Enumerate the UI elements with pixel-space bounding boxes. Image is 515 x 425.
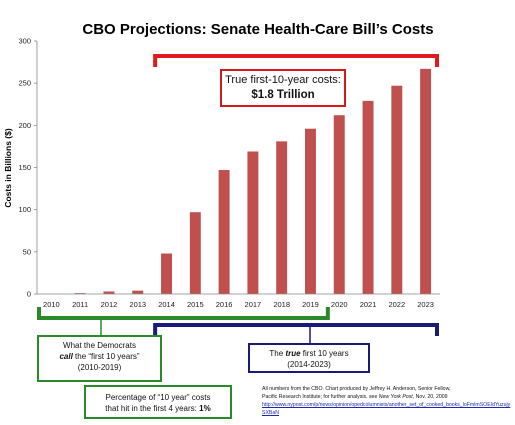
source-line2-end: , Nov. 20, 2009 — [412, 394, 448, 400]
source-line1: All numbers from the CBO. Chart produced… — [262, 386, 451, 392]
x-tick-label: 2020 — [331, 300, 348, 309]
x-tick-label: 2018 — [273, 300, 290, 309]
bar — [304, 128, 316, 294]
bar — [362, 100, 374, 294]
red-bracket — [153, 54, 439, 67]
true-word: true — [285, 349, 301, 358]
chart-title: CBO Projections: Senate Health-Care Bill… — [82, 21, 433, 38]
y-tick-label: 150 — [18, 163, 31, 172]
x-tick-label: 2015 — [187, 300, 204, 309]
x-tick-label: 2012 — [101, 300, 118, 309]
bar — [247, 151, 259, 294]
dem-line1: What the Democrats — [63, 341, 136, 350]
source-link[interactable]: http://www.nypost.com/p/news/opinion/ope… — [262, 402, 511, 416]
bar — [74, 293, 86, 294]
bar — [161, 253, 173, 294]
x-tick-label: 2022 — [388, 300, 405, 309]
green-bracket — [37, 307, 330, 320]
bar — [218, 170, 230, 294]
bar — [189, 212, 201, 294]
total-cost-callout: True first-10-year costs: $1.8 Trillion — [220, 69, 346, 107]
x-tick-label: 2016 — [216, 300, 233, 309]
dem-line3: (2010-2019) — [77, 363, 122, 372]
x-tick-label: 2013 — [129, 300, 146, 309]
democrats-years-box: What the Democrats call the “first 10 ye… — [37, 335, 162, 382]
source-line2: Pacific Research Institute; for further … — [262, 394, 379, 400]
y-tick-label: 50 — [23, 247, 31, 256]
x-tick-label: 2010 — [43, 300, 60, 309]
percentage-box: Percentage of “10 year” costs that hit i… — [84, 385, 232, 419]
x-tick-label: 2023 — [417, 300, 434, 309]
y-tick-label: 0 — [27, 290, 31, 299]
true-years-box: The true first 10 years (2014-2023) — [248, 343, 370, 373]
pct-line2: that hit in the first 4 years: — [105, 404, 200, 413]
x-tick-label: 2011 — [72, 300, 88, 309]
source-publication: New York Post — [378, 394, 413, 400]
x-tick-label: 2017 — [245, 300, 262, 309]
y-tick-label: 250 — [18, 79, 31, 88]
x-tick-label: 2019 — [302, 300, 319, 309]
true-rest: first 10 years — [300, 349, 349, 358]
y-axis-label: Costs in Billions ($) — [3, 128, 13, 208]
y-tick-label: 100 — [18, 205, 31, 214]
x-tick-label: 2014 — [158, 300, 175, 309]
source-note: All numbers from the CBO. Chart produced… — [262, 385, 512, 417]
callout-line1: True first-10-year costs: — [225, 74, 341, 86]
bar — [103, 291, 115, 294]
y-tick-label: 300 — [18, 37, 31, 46]
bar — [420, 68, 432, 294]
true-prefix: The — [269, 349, 286, 358]
x-tick-label: 2021 — [360, 300, 377, 309]
bar — [333, 115, 345, 294]
pct-line1: Percentage of “10 year” costs — [105, 393, 211, 402]
true-line2: (2014-2023) — [287, 360, 331, 369]
x-axis-ticks: 2010 2011 2012 2013 2014 2015 2016 2017 2018 2019… — [43, 300, 434, 309]
bar — [276, 141, 288, 294]
blue-bracket — [153, 323, 439, 336]
dem-call-word: call — [59, 352, 73, 361]
bars — [74, 68, 432, 295]
bar — [132, 290, 144, 294]
callout-amount: $1.8 Trillion — [251, 89, 315, 101]
dem-line2: the “first 10 years” — [72, 352, 140, 361]
y-tick-label: 200 — [18, 121, 31, 130]
y-axis-ticks: 0 50 100 150 200 250 300 — [18, 37, 37, 299]
bar — [391, 85, 403, 295]
pct-value: 1% — [199, 404, 211, 413]
